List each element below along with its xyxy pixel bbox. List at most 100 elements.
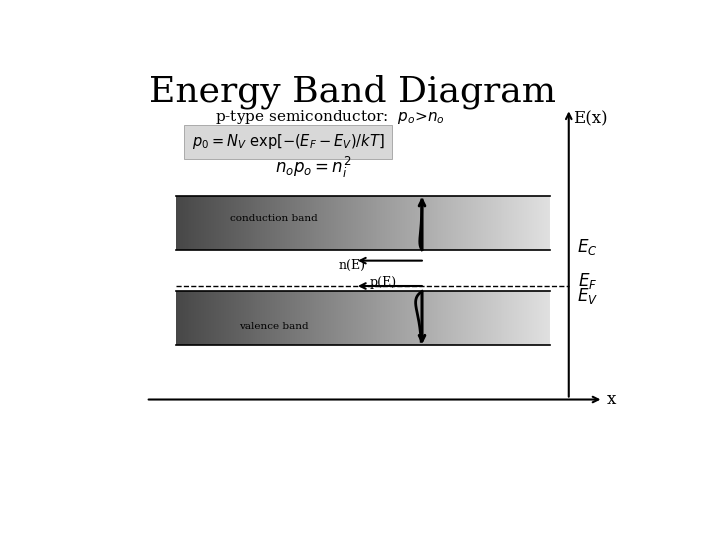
Bar [490,292,492,346]
Bar [526,292,528,346]
Bar [386,292,387,346]
Bar [355,196,356,250]
Bar [274,196,275,250]
Bar [318,196,320,250]
Bar [464,292,466,346]
Bar [299,292,300,346]
Bar [406,292,407,346]
Bar [513,196,514,250]
Bar [545,196,546,250]
Bar [336,292,337,346]
Bar [226,292,228,346]
Bar [533,292,534,346]
Bar [224,196,225,250]
Bar [387,292,388,346]
Bar [309,196,310,250]
Bar [269,196,270,250]
Bar [225,196,226,250]
Bar [199,196,200,250]
Bar [377,196,379,250]
Bar [469,292,471,346]
Bar [433,292,434,346]
Bar [522,196,523,250]
Bar [226,196,228,250]
Bar [200,292,202,346]
Bar [190,292,192,346]
Bar [405,196,406,250]
Bar [453,292,454,346]
Bar [534,292,536,346]
Bar [531,292,533,346]
Bar [307,196,309,250]
Bar [235,292,236,346]
Bar [474,292,476,346]
Bar [471,292,472,346]
Bar [354,292,355,346]
Bar [524,292,526,346]
Bar [335,292,336,346]
Bar [442,196,444,250]
Bar [248,196,249,250]
Text: $p_0 = N_V\ \mathrm{exp}[-(E_F - E_V)/kT]$: $p_0 = N_V\ \mathrm{exp}[-(E_F - E_V)/kT… [192,132,384,151]
Bar [195,292,197,346]
Bar [366,196,367,250]
Bar [393,196,395,250]
Bar [407,196,408,250]
Bar [192,292,193,346]
Bar [439,196,441,250]
Text: $E_C$: $E_C$ [577,237,598,256]
Text: $E_F$: $E_F$ [577,271,597,291]
Bar [277,292,279,346]
Bar [548,196,549,250]
Bar [181,196,183,250]
Bar [395,292,396,346]
Bar [395,196,396,250]
Bar [400,196,401,250]
Bar [403,292,405,346]
Bar [234,292,235,346]
Bar [379,196,381,250]
Bar [483,292,485,346]
Bar [350,196,351,250]
Bar [295,292,296,346]
Bar [398,196,400,250]
Bar [361,196,362,250]
Bar [366,292,367,346]
Bar [497,292,498,346]
Bar [360,196,361,250]
Bar [433,196,434,250]
Bar [340,196,341,250]
Bar [429,196,431,250]
Bar [195,196,197,250]
Bar [296,196,297,250]
Bar [188,292,189,346]
Bar [431,292,432,346]
Bar [384,196,386,250]
Bar [381,292,382,346]
Bar [425,196,426,250]
Bar [348,196,350,250]
Bar [422,196,423,250]
Bar [355,292,356,346]
Bar [244,196,245,250]
Bar [219,196,220,250]
Bar [505,196,507,250]
Bar [376,292,377,346]
Bar [219,292,220,346]
Bar [282,292,284,346]
Bar [306,292,307,346]
Bar [364,292,366,346]
Bar [437,196,438,250]
Bar [474,196,476,250]
Bar [186,292,188,346]
Bar [311,196,312,250]
Bar [272,292,274,346]
Bar [239,196,240,250]
Bar [275,292,276,346]
Bar [392,196,393,250]
Bar [233,292,234,346]
Bar [299,196,300,250]
Bar [230,196,231,250]
Bar [454,196,456,250]
Bar [260,292,261,346]
